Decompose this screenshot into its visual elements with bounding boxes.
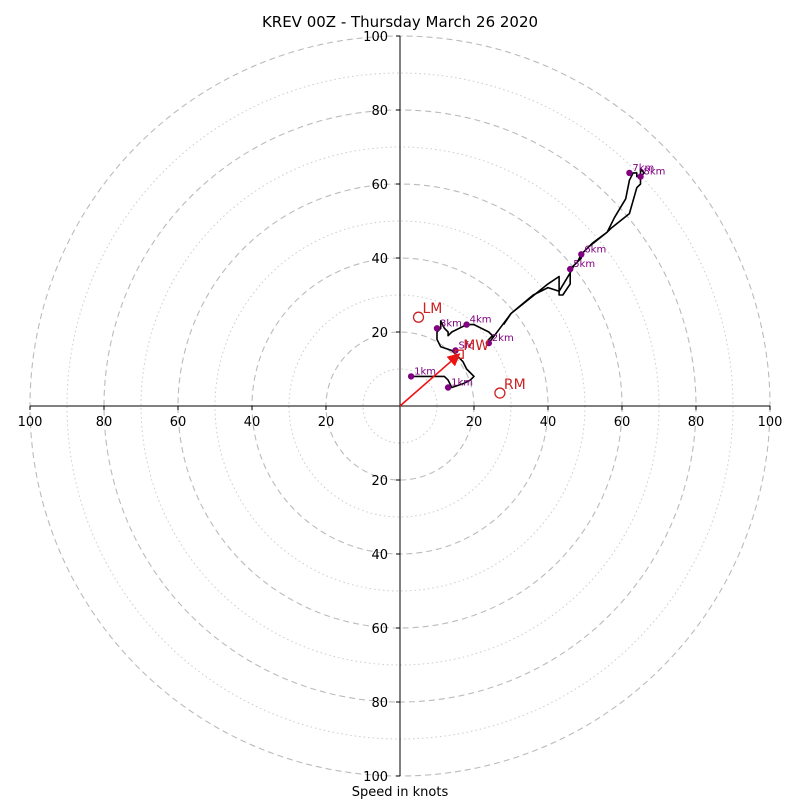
tick-labels: 100 80 60 40 20 20 40 60 80 100 100 80 60 40 20 20 40 60 8… (18, 30, 783, 785)
x-tick-label: 40 (540, 415, 557, 430)
y-tick-label: 40 (371, 548, 388, 563)
height-marker-label: 1km (451, 378, 473, 389)
height-marker-point (407, 373, 415, 380)
y-tick-label: 20 (371, 474, 388, 489)
y-tick-label: 100 (363, 30, 388, 45)
height-marker-point (433, 325, 441, 332)
height-marker-label: 2km (492, 333, 514, 344)
height-marker-label: 8km (644, 167, 666, 178)
y-tick-label: 60 (371, 622, 388, 637)
y-tick-label: 80 (371, 104, 388, 119)
storm-motion-circle (412, 311, 425, 323)
hodograph-series (399, 168, 646, 407)
x-tick-label: 60 (170, 415, 187, 430)
storm-motion-label: MW (463, 338, 489, 354)
height-marker-point (637, 173, 644, 180)
x-tick-label: 80 (96, 415, 113, 430)
height-marker-point (485, 339, 492, 347)
y-tick-label: 60 (371, 178, 388, 193)
height-marker-label: 4km (470, 315, 492, 326)
x-tick-label: 60 (614, 415, 631, 430)
height-marker-point (444, 384, 452, 391)
x-tick-label: 80 (688, 415, 705, 430)
y-tick-label: 40 (371, 252, 388, 267)
height-marker-point (463, 321, 470, 328)
height-marker-label: Sfc (459, 341, 474, 352)
storm-motion-label: RM (504, 377, 526, 393)
x-axis-label: Speed in knots (352, 785, 449, 800)
height-marker-point (578, 251, 585, 258)
storm-motion-circle (494, 387, 506, 399)
hodograph-trace (411, 168, 646, 389)
y-tick-label: 80 (371, 696, 388, 711)
x-tick-label: 20 (318, 415, 335, 430)
x-tick-label: 40 (244, 415, 261, 430)
height-marker-label: 7km (632, 163, 654, 174)
height-marker-label: 1km (414, 366, 436, 377)
height-marker-point (626, 169, 633, 177)
height-marker-label: 5km (573, 259, 595, 270)
height-marker-label: 3km (440, 318, 462, 329)
chart-title: KREV 00Z - Thursday March 26 2020 (262, 13, 538, 31)
mean-wind-vector (399, 353, 461, 407)
storm-motion-label: LM (423, 301, 443, 317)
x-tick-label: 100 (18, 415, 43, 430)
height-marker-label: 6km (584, 244, 606, 255)
x-tick-label: 100 (758, 415, 783, 430)
height-marker-point (567, 265, 574, 273)
storm-motion-square (454, 349, 464, 359)
x-tick-label: 20 (466, 415, 483, 430)
storm-motion-markers: LM RM MW (412, 301, 526, 399)
y-tick-label: 20 (371, 326, 388, 341)
y-tick-label: 100 (363, 770, 388, 785)
